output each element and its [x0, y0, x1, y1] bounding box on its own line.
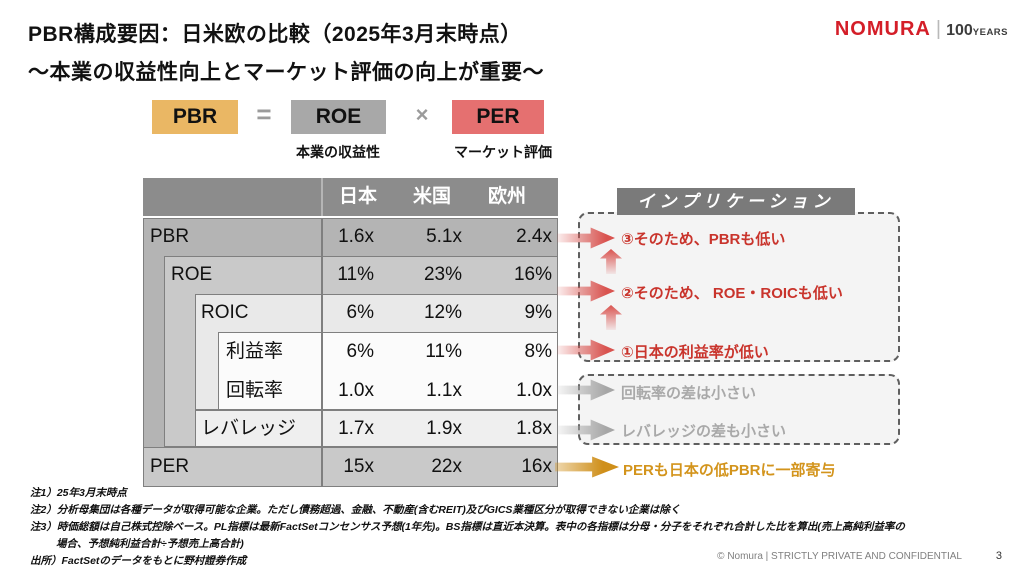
times-sign: ×	[415, 102, 429, 127]
formula-per-box: PER	[452, 100, 544, 134]
cell-roic-us: 12%	[423, 302, 462, 323]
table-row: PER 15x 22x 16x	[143, 447, 558, 487]
nomura-logo: NOMURA | 100YEARS	[835, 18, 1008, 41]
page-subtitle: ～本業の収益性向上とマーケット評価の向上が重要～	[28, 61, 544, 84]
cell-margin-us: 11%	[425, 341, 462, 362]
cell-turnover-europe: 1.0x	[516, 380, 552, 401]
cell-pbr-us: 5.1x	[426, 226, 462, 247]
roe-caption: 本業の収益性	[296, 144, 380, 160]
row-label-pbr: PBR	[150, 226, 190, 247]
table-nesting-box-leverage	[195, 410, 558, 447]
table-row: 利益率 6% 11% 8%	[143, 332, 558, 371]
row-label-margin: 利益率	[226, 341, 284, 362]
page-number: 3	[995, 550, 1002, 562]
cell-per-europe: 16x	[521, 456, 552, 477]
per-caption: マーケット評価	[454, 144, 552, 160]
table-row: ROIC 6% 12% 9%	[143, 294, 558, 332]
implication-item-2: ②そのため、 ROE・ROICも低い	[621, 285, 843, 302]
cell-leverage-us: 1.9x	[426, 418, 462, 439]
row-label-roic: ROIC	[201, 302, 249, 323]
cell-per-japan: 15x	[343, 456, 374, 477]
col-japan: 日本	[338, 186, 377, 207]
cell-roe-japan: 11%	[337, 264, 374, 285]
table-body-column-divider	[321, 218, 323, 487]
footnote-3: 注3）時価総額は自己株式控除ベース。PL指標は最新FactSetコンセンサス予想…	[30, 521, 905, 533]
implication-item-1: ①日本の利益率が低い	[621, 344, 769, 361]
cell-margin-japan: 6%	[346, 341, 374, 362]
table-row: PBR 1.6x 5.1x 2.4x	[143, 218, 558, 256]
logo-divider: |	[935, 18, 942, 40]
cell-per-us: 22x	[431, 456, 462, 477]
nomura-wordmark: NOMURA	[834, 18, 931, 40]
gray-item-turnover: 回転率の差は小さい	[621, 385, 757, 402]
col-europe: 欧州	[487, 186, 526, 207]
footnote-source: 出所）FactSetのデータをもとに野村證券作成	[30, 555, 247, 567]
cell-turnover-us: 1.1x	[426, 380, 462, 401]
row-label-per: PER	[150, 456, 190, 477]
footnote-2: 注2）分析母集団は各種データが取得可能な企業。ただし債務超過、金融、不動産(含む…	[30, 504, 681, 516]
formula-roe-box: ROE	[291, 100, 386, 134]
row-label-leverage: レバレッジ	[201, 418, 297, 439]
logo-100: 100	[946, 22, 973, 39]
equals-sign: =	[256, 99, 272, 129]
cell-margin-europe: 8%	[524, 341, 552, 362]
gray-item-leverage: レバレッジの差も小さい	[621, 423, 787, 440]
table-row: レバレッジ 1.7x 1.9x 1.8x	[143, 410, 558, 447]
cell-leverage-europe: 1.8x	[516, 418, 552, 439]
row-label-roe: ROE	[171, 264, 213, 285]
cell-leverage-japan: 1.7x	[338, 418, 374, 439]
formula-pbr-box: PBR	[152, 100, 238, 134]
table-row: 回転率 1.0x 1.1x 1.0x	[143, 371, 558, 410]
confidentiality-notice: © Nomura | STRICTLY PRIVATE AND CONFIDEN…	[717, 551, 962, 562]
table-header: 日本 米国 欧州	[143, 178, 558, 216]
cell-roe-us: 23%	[423, 264, 462, 285]
header-column-divider	[321, 178, 323, 216]
cell-turnover-japan: 1.0x	[338, 380, 374, 401]
table-nesting-box-per	[144, 447, 557, 486]
implication-item-3: ③そのため、PBRも低い	[621, 231, 786, 248]
footnote-1: 注1）25年3月末時点	[30, 487, 127, 499]
gold-item-per: PERも日本の低PBRに一部寄与	[623, 462, 836, 479]
footnote-3-continued: 場合、予想純利益合計÷予想売上高合計)	[56, 538, 244, 550]
cell-roic-europe: 9%	[524, 302, 552, 323]
gold-arrow-per-icon	[555, 456, 619, 478]
page-title: PBR構成要因：日米欧の比較（2025年3月末時点）	[28, 23, 522, 46]
col-us: 米国	[412, 186, 451, 207]
table-row: ROE 11% 23% 16%	[143, 256, 558, 294]
row-label-turnover: 回転率	[226, 380, 284, 401]
implications-gray-panel	[578, 374, 900, 445]
implications-title: インプリケーション	[617, 188, 855, 215]
cell-pbr-japan: 1.6x	[338, 226, 374, 247]
cell-roic-japan: 6%	[346, 302, 374, 323]
logo-years: YEARS	[972, 27, 1008, 38]
table-nesting-box-margin-turnover	[218, 332, 558, 410]
implications-red-panel	[578, 212, 900, 362]
cell-pbr-europe: 2.4x	[516, 226, 552, 247]
cell-roe-europe: 16%	[513, 264, 552, 285]
